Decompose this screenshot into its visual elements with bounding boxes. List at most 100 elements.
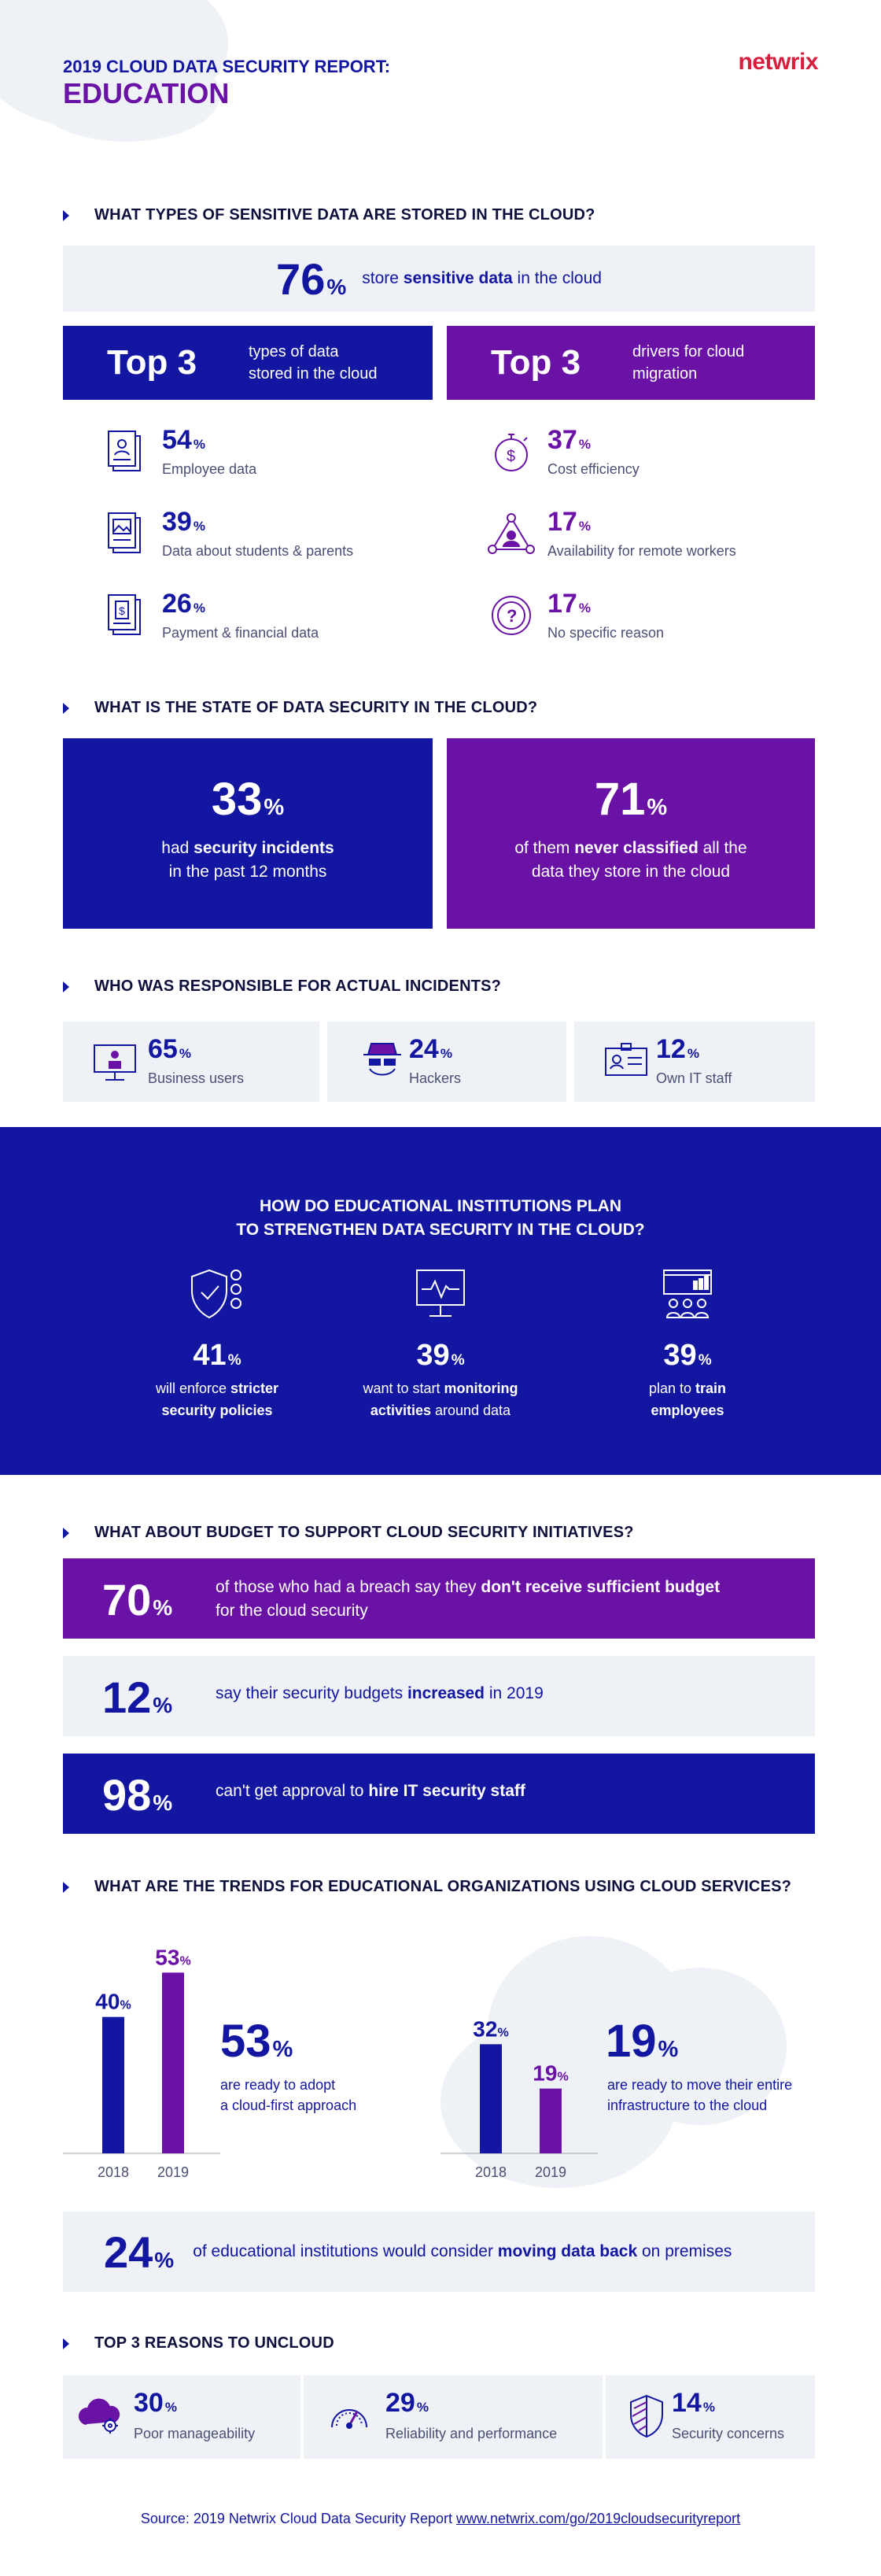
- move-back-value: 24%: [104, 2227, 175, 2277]
- banner-heading: Top 3: [107, 343, 197, 382]
- card-text: of them never classified all the data the…: [514, 839, 747, 881]
- section-title-trends: WHAT ARE THE TRENDS FOR EDUCATIONAL ORGA…: [63, 1878, 791, 1896]
- item-label: Hackers: [409, 1070, 462, 1086]
- row-text: say their security budgets increased in …: [216, 1684, 544, 1702]
- list-item: $ 26% Payment & financial data: [102, 589, 433, 652]
- network-people-icon: [488, 513, 535, 554]
- section-title-budget: WHAT ABOUT BUDGET TO SUPPORT CLOUD SECUR…: [63, 1524, 634, 1542]
- card-text: had security incidents in the past 12 mon…: [161, 839, 334, 881]
- list-item: 17% Availability for remote workers: [488, 507, 818, 570]
- item-label: Cost efficiency: [547, 461, 640, 477]
- id-badge-icon: [605, 1043, 647, 1076]
- banner-heading: Top 3: [491, 343, 581, 382]
- item-label: Poor manageability: [134, 2426, 256, 2441]
- list-item: 39% Data about students & parents: [102, 507, 433, 570]
- item-label: Own IT staff: [656, 1070, 732, 1086]
- page-title: EDUCATION: [63, 77, 230, 109]
- sensitive-data-stat-panel: 76% store sensitive data in the cloud: [63, 246, 815, 312]
- top3-drivers-banner: Top 3 drivers for cloud migration: [447, 326, 815, 400]
- chart1-tick-label-2018: 2018: [98, 2164, 129, 2180]
- item-label: No specific reason: [547, 625, 665, 641]
- item-label: Payment & financial data: [162, 625, 319, 641]
- chart2-bar-2019: [540, 2088, 562, 2153]
- card-value: 71%: [594, 774, 668, 825]
- list-item: 54% Employee data: [102, 425, 417, 488]
- chart-cloud-decoration: [614, 1968, 787, 2125]
- chart1-text: are ready to adopt a cloud-first approach: [220, 2077, 357, 2113]
- chart1-bar-2019: [162, 1972, 184, 2153]
- question-icon: ?: [492, 596, 531, 635]
- move-back-panel: 24% of educational institutions would co…: [63, 2212, 815, 2292]
- security-incidents-card: 33% had security incidents in the past 12…: [63, 738, 433, 929]
- item-label: Employee data: [162, 461, 257, 477]
- photo-file-icon: [108, 512, 141, 553]
- chart2-bar-2018: [480, 2044, 502, 2153]
- svg-text:$: $: [507, 448, 515, 465]
- source-text: Source: 2019 Netwrix Cloud Data Security…: [140, 2511, 456, 2526]
- banner-description: drivers for cloud migration: [632, 343, 745, 383]
- netwrix-logo: netwrix: [738, 49, 818, 75]
- item-label: Security concerns: [672, 2426, 785, 2441]
- move-back-text: of educational institutions would consid…: [193, 2242, 732, 2260]
- item-label: Business users: [148, 1070, 245, 1086]
- shield-lock-icon: [191, 1269, 241, 1319]
- plan-item: 39% plan to train employees: [570, 1267, 805, 1421]
- stat-text: store sensitive data in the cloud: [362, 269, 602, 287]
- hacker-icon: [363, 1043, 401, 1076]
- card-value: 33%: [211, 774, 285, 825]
- chart1-bar-2018: [102, 2016, 124, 2153]
- cloud-gear-icon: [79, 2398, 120, 2434]
- monitor-user-icon: [94, 1044, 136, 1081]
- report-subtitle: 2019 CLOUD DATA SECURITY REPORT:: [63, 57, 391, 76]
- chart1-data-label-2019: 53%: [155, 1945, 190, 1969]
- chart1-highlight-value: 53%: [220, 2016, 293, 2067]
- chart1-tick-label-2019: 2019: [157, 2164, 189, 2180]
- never-classified-card: 71% of them never classified all the data…: [447, 738, 815, 929]
- chart2-tick-label-2018: 2018: [475, 2164, 507, 2180]
- band-title: HOW DO EDUCATIONAL INSTITUTIONS PLAN TO S…: [236, 1197, 645, 1239]
- svg-text:?: ?: [507, 606, 517, 626]
- chart2-data-label-2019: 19%: [533, 2061, 568, 2086]
- row-text: of those who had a breach say they don't…: [216, 1578, 721, 1620]
- speedometer-icon: [331, 2409, 367, 2429]
- stat-value: 76%: [276, 253, 347, 304]
- strengthen-security-band: HOW DO EDUCATIONAL INSTITUTIONS PLAN TO S…: [0, 1127, 881, 1475]
- item-label: Data about students & parents: [162, 543, 354, 559]
- row-text: can't get approval to hire IT security s…: [216, 1782, 525, 1800]
- budget-row: 70% of those who had a breach say they d…: [63, 1558, 815, 1639]
- item-label: Reliability and performance: [385, 2426, 558, 2441]
- chart2-text: are ready to move their entire infrastruc…: [607, 2077, 793, 2113]
- shield-icon: [630, 2394, 663, 2438]
- svg-text:$: $: [119, 604, 125, 617]
- chart2-tick-label-2019: 2019: [535, 2164, 566, 2180]
- top3-data-types-banner: Top 3 types of data stored in the cloud: [63, 326, 433, 400]
- footer-source: Source: 2019 Netwrix Cloud Data Security…: [0, 2511, 881, 2527]
- list-item: $ 37% Cost efficiency: [488, 425, 802, 488]
- section-title-data-types: WHAT TYPES OF SENSITIVE DATA ARE STORED …: [63, 206, 595, 224]
- dollar-file-icon: $: [108, 594, 141, 635]
- employee-file-icon: [108, 431, 141, 471]
- monitor-activity-icon: [416, 1270, 465, 1317]
- plan-item: 39% want to start monitoring activities a…: [323, 1267, 558, 1421]
- move-infrastructure-bar-chart: 32% 2018 19% 2019: [440, 2016, 598, 2180]
- responsible-card: 24% Hackers: [327, 1022, 566, 1102]
- training-board-icon: [663, 1270, 712, 1318]
- item-label: Availability for remote workers: [547, 543, 736, 559]
- section-title-security-state: WHAT IS THE STATE OF DATA SECURITY IN TH…: [63, 699, 537, 717]
- section-title-responsible: WHO WAS RESPONSIBLE FOR ACTUAL INCIDENTS…: [63, 978, 501, 996]
- cloud-first-bar-chart: 40% 2018 53% 2019: [63, 1945, 220, 2180]
- responsible-card: 12% Own IT staff: [574, 1022, 815, 1102]
- banner-description: types of data stored in the cloud: [249, 343, 378, 383]
- uncloud-card: 29% Reliability and performance: [304, 2375, 603, 2459]
- stopwatch-dollar-icon: $: [495, 434, 528, 471]
- budget-row: 98% can't get approval to hire IT securi…: [63, 1754, 815, 1834]
- responsible-card: 65% Business users: [63, 1022, 319, 1102]
- plan-item: 41% will enforce stricter security polici…: [99, 1267, 335, 1421]
- section-title-uncloud: TOP 3 REASONS TO UNCLOUD: [63, 2334, 334, 2352]
- budget-row: 12% say their security budgets increased…: [63, 1656, 815, 1736]
- list-item: ? 17% No specific reason: [488, 589, 818, 652]
- chart2-highlight-value: 19%: [606, 2016, 679, 2067]
- header-cloud-decoration: [31, 47, 220, 142]
- source-link[interactable]: www.netwrix.com/go/2019cloudsecurityrepo…: [456, 2511, 741, 2526]
- uncloud-card: 14% Security concerns: [606, 2375, 815, 2459]
